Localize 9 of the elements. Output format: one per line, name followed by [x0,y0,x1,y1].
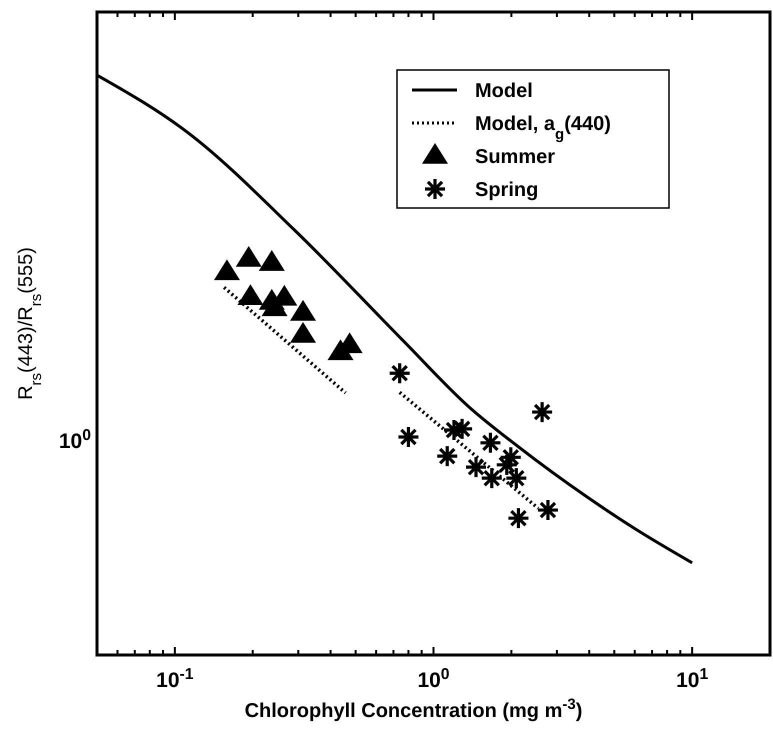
x-tick-label: 10$^{1}$ [676,666,708,692]
x-tick-label: 10$^{-1}$ [156,666,194,692]
legend-label: Summer [475,146,556,168]
x-tick-label: 10$^{0}$ [417,666,450,692]
legend-label: Model [475,80,533,102]
legend-label: Model, a$_{g}$(440) [475,113,611,142]
x-axis-title: Chlorophyll Concentration (mg m$^{-3}$) [244,696,582,722]
legend-label: Spring [475,179,538,201]
text: 10$^{0}$ [58,426,92,453]
